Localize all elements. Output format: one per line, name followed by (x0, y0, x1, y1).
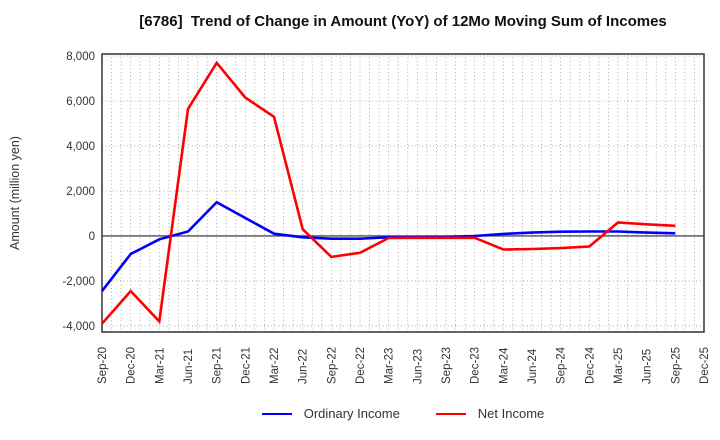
ordinary-income-line-swatch (261, 412, 292, 415)
x-tick-label: Jun-24 (527, 348, 539, 384)
y-tick-label: 4,000 (66, 141, 95, 153)
plot-frame (101, 53, 705, 333)
x-tick-label: Sep-23 (441, 347, 453, 384)
y-tick-label: 6,000 (66, 96, 95, 108)
x-tick-label: Mar-22 (269, 348, 281, 384)
legend-item-ordinary-income: Ordinary Income (261, 406, 400, 421)
x-tick-label: Dec-22 (355, 347, 367, 384)
x-tick-label: Mar-25 (613, 348, 625, 384)
x-tick-label: Dec-25 (699, 347, 711, 384)
chart-title: [6786] Trend of Change in Amount (YoY) o… (139, 13, 667, 30)
legend-label-ordinary-income: Ordinary Income (303, 406, 400, 421)
x-tick-label: Mar-24 (498, 347, 510, 384)
x-tick-label: Dec-20 (126, 347, 138, 384)
x-tick-label: Sep-25 (670, 347, 682, 384)
x-tick-label: Mar-23 (384, 348, 396, 384)
x-tick-label: Dec-21 (240, 347, 252, 384)
y-tick-label: -4,000 (62, 321, 95, 333)
y-tick-label: -2,000 (62, 276, 95, 288)
x-tick-label: Sep-20 (97, 347, 109, 384)
x-tick-label: Jun-23 (412, 349, 424, 384)
x-tick-label: Dec-24 (584, 346, 596, 384)
x-tick-label: Jun-22 (298, 349, 310, 384)
x-tick-label: Jun-21 (183, 349, 195, 384)
legend-label-net-income: Net Income (477, 406, 545, 421)
x-tick-label: Sep-24 (556, 346, 568, 384)
series-line-net-income (101, 60, 676, 325)
y-tick-label: 8,000 (66, 51, 95, 63)
y-tick-label: 2,000 (66, 186, 95, 198)
x-tick-label: Mar-21 (154, 348, 166, 384)
x-tick-label: Sep-22 (326, 347, 338, 384)
x-tick-label: Sep-21 (212, 347, 224, 384)
net-income-line-swatch (435, 412, 466, 415)
legend: Ordinary Income Net Income (102, 406, 704, 421)
y-tick-label: 0 (89, 231, 95, 243)
x-tick-label: Jun-25 (642, 349, 654, 384)
legend-item-net-income: Net Income (435, 406, 545, 421)
x-tick-label: Dec-23 (470, 347, 482, 384)
